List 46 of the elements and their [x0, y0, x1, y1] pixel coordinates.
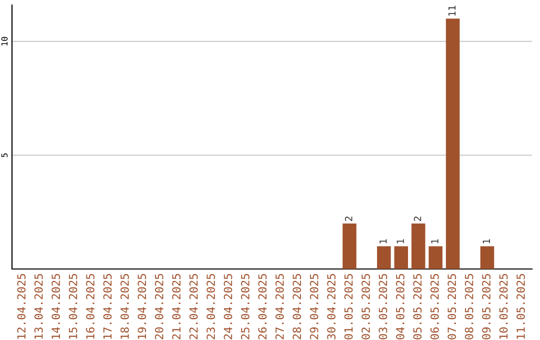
x-tick-label: 04.05.2025	[396, 274, 404, 340]
bar	[480, 246, 494, 269]
x-tick-label: 29.04.2025	[310, 274, 318, 340]
y-tick-label: 5	[1, 153, 8, 158]
x-tick-label: 14.04.2025	[52, 274, 60, 339]
data-label: 1	[396, 239, 404, 244]
x-tick-label: 09.05.2025	[482, 274, 490, 340]
x-tick-label: 01.05.2025	[344, 274, 353, 340]
x-tick-label: 05.05.2025	[413, 274, 422, 340]
bar	[377, 246, 391, 269]
x-tick-label: 02.05.2025	[362, 274, 370, 340]
x-tick-label: 18.04.2025	[120, 274, 129, 339]
x-tick-label: 17.04.2025	[103, 274, 112, 339]
x-tick-label: 26.04.2025	[258, 274, 267, 340]
x-tick-label: 13.04.2025	[34, 274, 43, 339]
data-label: 11	[448, 6, 456, 16]
x-tick-label: 08.05.2025	[464, 274, 474, 340]
x-tick-label: 20.04.2025	[154, 274, 164, 340]
bar	[411, 223, 426, 269]
x-tick-label: 15.04.2025	[68, 274, 78, 339]
data-label: 2	[414, 216, 422, 221]
x-tick-label: 06.05.2025	[430, 274, 439, 340]
x-tick-label: 19.04.2025	[138, 274, 146, 339]
x-tick-label: 27.04.2025	[275, 274, 284, 340]
x-tick-label: 07.05.2025	[448, 274, 456, 340]
x-tick-label: 03.05.2025	[378, 274, 388, 340]
bar	[446, 18, 460, 269]
bar	[428, 246, 442, 269]
x-tick-label: 30.04.2025	[327, 274, 336, 340]
x-tick-label: 21.04.2025	[172, 274, 181, 340]
x-tick-label: 12.04.2025	[17, 274, 26, 339]
data-label: 1	[431, 239, 438, 244]
x-tick-label: 23.04.2025	[206, 274, 215, 340]
bar	[394, 246, 408, 269]
data-label: 1	[380, 239, 387, 244]
x-tick-label: 28.04.2025	[292, 274, 302, 340]
x-tick-label: 22.04.2025	[189, 274, 198, 340]
x-tick-label: 10.05.2025	[499, 274, 508, 339]
x-tick-label: 16.04.2025	[86, 274, 94, 339]
bar	[342, 223, 356, 269]
x-tick-label: 25.04.2025	[241, 274, 250, 340]
data-label: 1	[482, 239, 490, 244]
x-tick-label: 11.05.2025	[516, 274, 525, 339]
x-tick-label: 24.04.2025	[224, 274, 232, 340]
data-label: 2	[344, 216, 352, 221]
y-tick-label: 10	[1, 36, 8, 46]
